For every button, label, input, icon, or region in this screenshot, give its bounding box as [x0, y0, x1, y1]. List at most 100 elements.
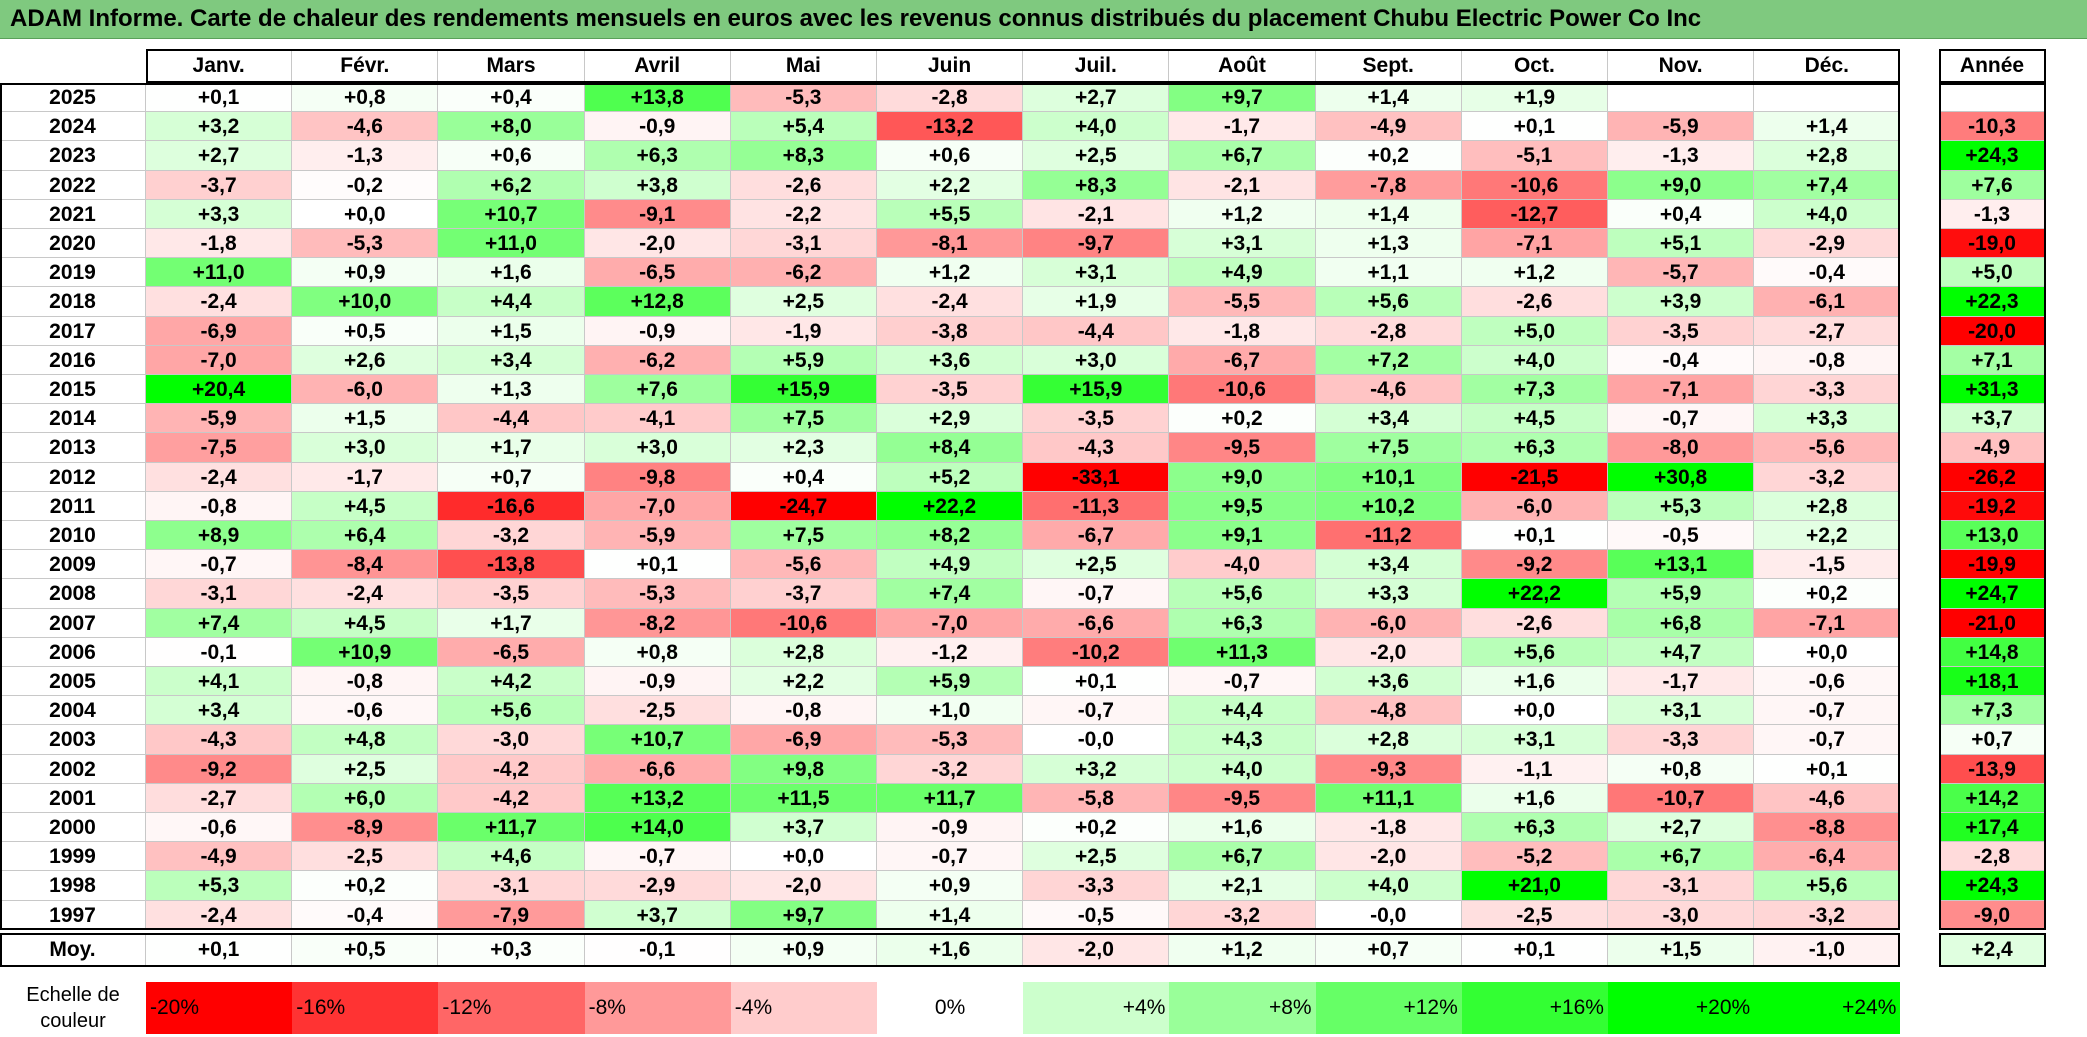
- annual-cell: +0,7: [1939, 725, 2046, 755]
- heatmap-cell: +4,6: [438, 842, 585, 872]
- heatmap-cell: -0,9: [584, 112, 731, 142]
- heatmap-cell: +7,4: [1754, 170, 1901, 200]
- heatmap-cell: -6,2: [730, 258, 877, 288]
- heatmap-cell: -1,7: [292, 462, 439, 492]
- annual-cell: +7,6: [1939, 170, 2046, 200]
- month-header: Janv.: [146, 49, 293, 83]
- heatmap-cell: -2,4: [146, 287, 293, 317]
- heatmap-cell: +9,5: [1169, 491, 1316, 521]
- heatmap-cell: -2,6: [1461, 287, 1608, 317]
- heatmap-cell: -4,2: [438, 754, 585, 784]
- heatmap-cell: -6,1: [1754, 287, 1901, 317]
- heatmap-cell: -4,6: [1315, 375, 1462, 405]
- heatmap-cell: +7,3: [1461, 375, 1608, 405]
- average-label: Moy.: [0, 933, 146, 967]
- heatmap-cell: -0,7: [877, 842, 1024, 872]
- heatmap-cell: -1,5: [1754, 550, 1901, 580]
- heatmap-cell: +3,7: [584, 900, 731, 930]
- heatmap-cell: -0,7: [1754, 696, 1901, 726]
- heatmap-cell: +1,2: [1461, 258, 1608, 288]
- heatmap-cell: -24,7: [730, 491, 877, 521]
- month-header: Avril: [584, 49, 731, 83]
- average-cell: +0,1: [1461, 933, 1608, 967]
- heatmap-cell: -6,0: [1315, 608, 1462, 638]
- heatmap-cell: -2,1: [1169, 170, 1316, 200]
- heatmap-cell: -0,7: [1023, 696, 1170, 726]
- heatmap-cell: -7,1: [1754, 608, 1901, 638]
- heatmap-cell: +10,9: [292, 637, 439, 667]
- heatmap-cell: +4,2: [438, 667, 585, 697]
- heatmap-cell: -6,7: [1169, 345, 1316, 375]
- heatmap-cell: -4,9: [146, 842, 293, 872]
- year-label: 2015: [0, 375, 146, 405]
- heatmap-cell: -2,0: [730, 871, 877, 901]
- heatmap-cell: +1,4: [877, 900, 1024, 930]
- heatmap-cell: -0,7: [584, 842, 731, 872]
- heatmap-cell: -3,1: [730, 229, 877, 259]
- heatmap-cell: -0,8: [1754, 345, 1901, 375]
- heatmap-cell: -3,2: [1754, 900, 1901, 930]
- heatmap-cell: +1,1: [1315, 258, 1462, 288]
- heatmap-cell: -4,4: [1023, 316, 1170, 346]
- heatmap-cell: -8,8: [1754, 813, 1901, 843]
- annual-cell: -19,9: [1939, 550, 2046, 580]
- title-bar: ADAM Informe. Carte de chaleur des rende…: [0, 0, 2087, 39]
- heatmap-cell: -6,5: [584, 258, 731, 288]
- heatmap-cell: -3,2: [1169, 900, 1316, 930]
- heatmap-cell: +4,8: [292, 725, 439, 755]
- average-cell: +1,6: [877, 933, 1024, 967]
- heatmap-cell: -6,6: [1023, 608, 1170, 638]
- heatmap-cell: -1,8: [146, 229, 293, 259]
- color-scale-swatch: 0%: [877, 982, 1024, 1034]
- heatmap-cell: -5,9: [1608, 112, 1755, 142]
- heatmap-cell: -0,8: [292, 667, 439, 697]
- heatmap-cell: +0,5: [292, 316, 439, 346]
- heatmap-cell: +3,0: [292, 433, 439, 463]
- color-scale-swatch: -8%: [584, 982, 731, 1034]
- heatmap-cell: +1,0: [877, 696, 1024, 726]
- heatmap-cell: -0,7: [1169, 667, 1316, 697]
- month-header: Mai: [730, 49, 877, 83]
- average-cell: +0,1: [146, 933, 293, 967]
- heatmap-cell: -2,4: [146, 900, 293, 930]
- heatmap-cell: -5,3: [877, 725, 1024, 755]
- heatmap-cell: +6,7: [1608, 842, 1755, 872]
- heatmap-cell: +2,2: [877, 170, 1024, 200]
- color-scale-swatch: -16%: [292, 982, 439, 1034]
- heatmap-cell: -11,3: [1023, 491, 1170, 521]
- heatmap-cell: -8,2: [584, 608, 731, 638]
- heatmap-cell: +3,3: [1754, 404, 1901, 434]
- heatmap-cell: -12,7: [1461, 199, 1608, 229]
- heatmap-cell: -33,1: [1023, 462, 1170, 492]
- heatmap-cell: -0,8: [146, 491, 293, 521]
- heatmap-cell: +0,6: [438, 141, 585, 171]
- color-scale-swatch: +4%: [1023, 982, 1170, 1034]
- heatmap-cell: +6,2: [438, 170, 585, 200]
- heatmap-cell: +0,7: [438, 462, 585, 492]
- heatmap-cell: +22,2: [1461, 579, 1608, 609]
- heatmap-cell: -6,6: [584, 754, 731, 784]
- heatmap-cell: -7,0: [584, 491, 731, 521]
- heatmap-cell: -4,3: [1023, 433, 1170, 463]
- month-header: Oct.: [1461, 49, 1608, 83]
- heatmap-cell: -1,8: [1315, 813, 1462, 843]
- heatmap-cell: +15,9: [1023, 375, 1170, 405]
- heatmap-cell: -2,7: [1754, 316, 1901, 346]
- heatmap-cell: +2,8: [730, 637, 877, 667]
- annual-cell: +7,1: [1939, 345, 2046, 375]
- heatmap-cell: +14,0: [584, 813, 731, 843]
- heatmap-cell: [1754, 83, 1901, 113]
- heatmap-cell: +6,3: [1461, 813, 1608, 843]
- heatmap-cell: +8,0: [438, 112, 585, 142]
- heatmap-cell: +2,5: [292, 754, 439, 784]
- heatmap-cell: -1,1: [1461, 754, 1608, 784]
- heatmap-cell: +1,9: [1461, 83, 1608, 113]
- heatmap-cell: +7,5: [1315, 433, 1462, 463]
- heatmap-cell: -2,2: [730, 199, 877, 229]
- heatmap-cell: +3,2: [1023, 754, 1170, 784]
- year-label: 2018: [0, 287, 146, 317]
- heatmap-cell: -0,7: [1754, 725, 1901, 755]
- heatmap-cell: -4,3: [146, 725, 293, 755]
- heatmap-cell: +11,5: [730, 783, 877, 813]
